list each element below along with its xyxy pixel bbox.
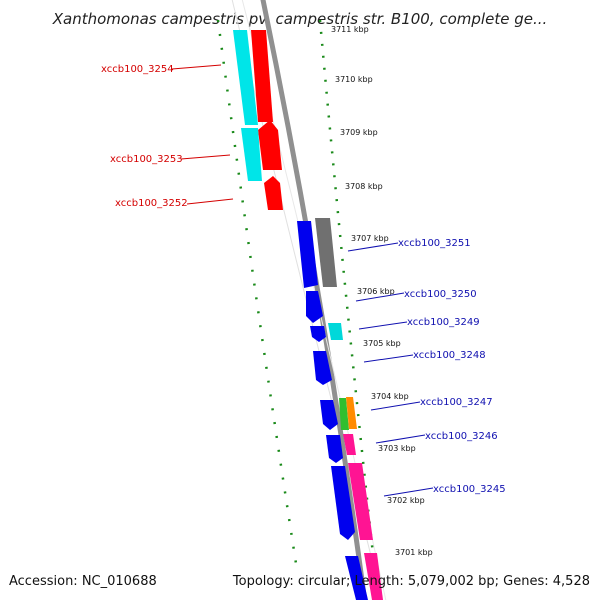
gene-tag-leader [171, 64, 222, 70]
gene-tag-leader [363, 354, 414, 363]
match-xccb100-3249 [328, 323, 343, 340]
match-xccb100-3247-orange [346, 397, 357, 429]
cds-xccb100-3249 [310, 326, 326, 342]
gene-tag: xccb100_3247 [420, 397, 493, 408]
gene-tag-leader [383, 487, 434, 497]
reverse-features [297, 218, 383, 600]
gene-tag: xccb100_3245 [433, 484, 506, 495]
map-title: Xanthomonas campestris pv. campestris st… [52, 10, 548, 28]
gene-tag: xccb100_3246 [425, 431, 498, 442]
cds-xccb100-3245 [331, 466, 355, 540]
gene-tag: xccb100_3252 [115, 198, 188, 209]
match-xccb100-3246 [343, 434, 356, 455]
scale-label: 3709 kbp [340, 128, 378, 137]
gene-tag: xccb100_3250 [404, 289, 477, 300]
cds-xccb100-3244 [345, 556, 368, 600]
gene-tag-leader [347, 242, 399, 252]
gene-tag-leader [180, 154, 231, 160]
scale-label: 3710 kbp [335, 75, 373, 84]
gene-tag-leader [370, 401, 421, 411]
scale-label: 3701 kbp [395, 548, 433, 557]
cds-xccb100-3251 [297, 221, 318, 288]
scale-label: 3708 kbp [345, 182, 383, 191]
match-xccb100-3244 [364, 553, 383, 600]
cds-xccb100-3246 [326, 435, 343, 463]
right-gene-tags: xccb100_3251 xccb100_3250 xccb100_3249 x… [347, 238, 506, 497]
cds-xccb100-3252 [264, 176, 283, 210]
scale-ring-inner [216, 19, 299, 571]
match-xccb100-3253 [241, 128, 262, 181]
scale-label: 3705 kbp [363, 339, 401, 348]
accession-label: Accession: NC_010688 [9, 574, 157, 589]
scale-label: 3707 kbp [351, 234, 389, 243]
gene-tag-leader [358, 321, 408, 330]
left-gene-tags: xccb100_3254 xccb100_3253 xccb100_3252 [101, 64, 234, 209]
scale-label: 3706 kbp [357, 287, 395, 296]
gene-tag: xccb100_3251 [398, 238, 471, 249]
scale-rings [216, 19, 380, 600]
genome-stats: Topology: circular; Length: 5,079,002 bp… [232, 574, 590, 589]
gene-tag-leader [186, 198, 234, 205]
gene-tag-leader [375, 434, 426, 444]
match-xccb100-3251 [315, 218, 337, 287]
match-xccb100-3245 [348, 463, 373, 540]
gene-tag: xccb100_3249 [407, 317, 480, 328]
scale-label: 3711 kbp [331, 25, 369, 34]
forward-features [233, 30, 283, 210]
scale-label: 3703 kbp [378, 444, 416, 453]
gene-tag-leader [355, 292, 405, 302]
scale-labels: 3711 kbp 3710 kbp 3709 kbp 3708 kbp 3707… [331, 25, 433, 557]
gene-tag: xccb100_3248 [413, 350, 486, 361]
scale-label: 3704 kbp [371, 392, 409, 401]
match-xccb100-3247-green [339, 398, 349, 430]
gene-tag: xccb100_3253 [110, 154, 183, 165]
match-xccb100-3254 [233, 30, 258, 125]
scale-label: 3702 kbp [387, 496, 425, 505]
cds-xccb100-3253 [258, 120, 282, 170]
cds-xccb100-3247 [320, 400, 338, 430]
cds-xccb100-3250 [306, 291, 323, 323]
gene-tag: xccb100_3254 [101, 64, 174, 75]
cds-xccb100-3248 [313, 351, 332, 385]
cds-xccb100-3254 [251, 30, 273, 122]
